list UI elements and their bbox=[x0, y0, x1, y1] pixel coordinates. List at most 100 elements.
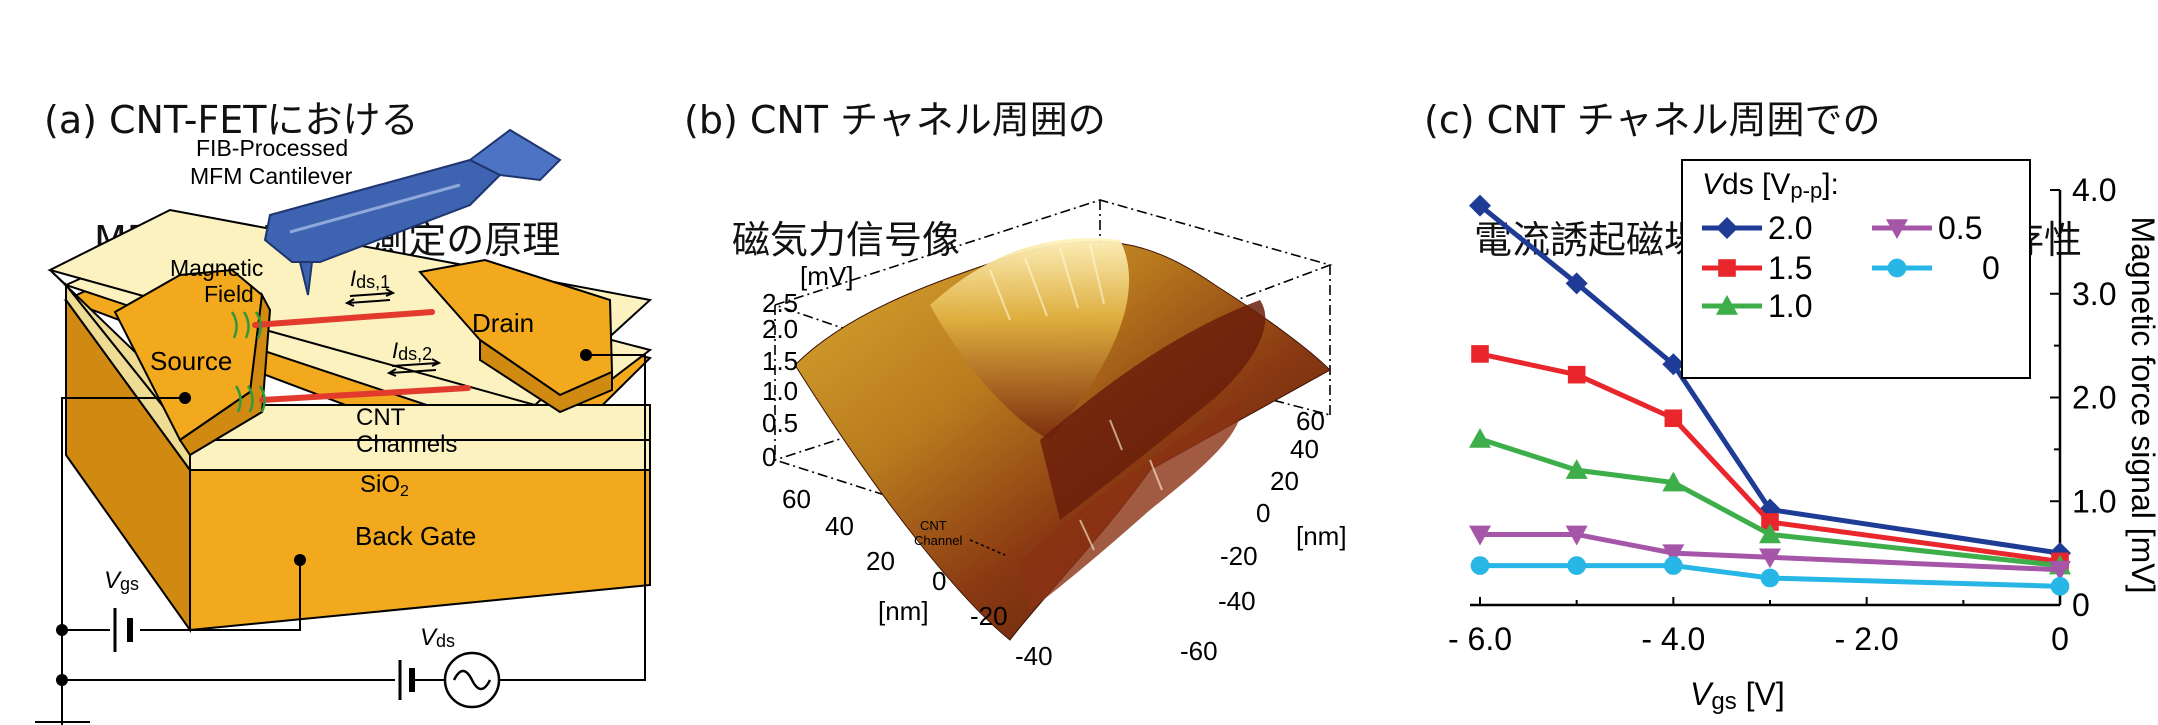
x-tick-label: 40 bbox=[825, 511, 854, 541]
y-tick-label: 4.0 bbox=[2072, 172, 2116, 208]
back-gate-label: Back Gate bbox=[355, 521, 476, 551]
data-point-marker bbox=[1662, 544, 1685, 565]
legend-entry: 0.5 bbox=[1872, 210, 1982, 246]
legend-entry: 1.0 bbox=[1702, 288, 1812, 324]
vgs-battery-symbol bbox=[113, 608, 133, 652]
cnt-channel-pointer bbox=[969, 539, 1006, 556]
circuit-wires bbox=[35, 354, 646, 725]
ids2-label: Ids,2 bbox=[392, 338, 432, 364]
cnt-channel-1 bbox=[252, 309, 435, 328]
data-point-marker bbox=[1469, 428, 1491, 448]
data-point-marker bbox=[1565, 525, 1588, 546]
data-point-marker bbox=[1887, 258, 1907, 278]
legend-label: 1.0 bbox=[1768, 288, 1812, 324]
x-ticks: - 6.0 - 4.0 - 2.0 0 bbox=[1448, 597, 2069, 657]
z-axis-unit: [mV] bbox=[800, 261, 853, 291]
y-tick-label: -20 bbox=[1220, 541, 1258, 571]
current-arrows-2 bbox=[386, 358, 442, 377]
y-tick-label: 3.0 bbox=[2072, 276, 2116, 312]
data-point-marker bbox=[1759, 548, 1781, 569]
legend-entry: 0 bbox=[1872, 250, 2000, 286]
magnetic-field-label-line2: Field bbox=[204, 281, 254, 307]
y-tick-label: -60 bbox=[1180, 636, 1218, 666]
panel-a-title-line1: (a) CNT-FETにおける bbox=[44, 98, 419, 142]
ac-source-icon bbox=[443, 651, 501, 709]
x-tick-label: 20 bbox=[866, 546, 895, 576]
data-point-marker bbox=[1886, 219, 1908, 239]
data-point-marker bbox=[1664, 409, 1683, 428]
y-tick-label: 60 bbox=[1296, 406, 1325, 436]
magnetic-field-arcs-1 bbox=[230, 311, 262, 339]
cnt-channel-label-line2: Channel bbox=[914, 533, 963, 548]
cantilever-label-line2: MFM Cantilever bbox=[190, 163, 353, 189]
data-point-marker bbox=[2050, 576, 2070, 596]
vds-battery-symbol bbox=[398, 660, 445, 700]
legend-entry: 2.0 bbox=[1702, 210, 1812, 246]
panel-b-3d-map: (b) CNT チャネル周囲の 磁気力信号像 bbox=[680, 0, 1420, 725]
legend-label: 1.5 bbox=[1768, 250, 1812, 286]
x-tick-label: - 4.0 bbox=[1641, 621, 1705, 657]
legend-label: 0.5 bbox=[1938, 210, 1982, 246]
series-0 bbox=[1470, 556, 2070, 596]
panel-b-title: (b) CNT チャネル周囲の 磁気力信号像 bbox=[684, 20, 1106, 340]
junction-dot-1 bbox=[56, 624, 68, 636]
legend-label: 0 bbox=[1982, 250, 2000, 286]
x-tick-label: - 2.0 bbox=[1835, 621, 1899, 657]
z-tick-label: 0.5 bbox=[762, 408, 798, 438]
legend-label: 2.0 bbox=[1768, 210, 1812, 246]
data-point-marker bbox=[1761, 513, 1779, 531]
cnt-channel-label-line1: CNT bbox=[920, 518, 947, 533]
data-point-marker bbox=[1718, 259, 1736, 277]
data-point-marker bbox=[1471, 345, 1489, 363]
bias-dependence-chart: - 6.0 - 4.0 - 2.0 0 0 1.0 2.0 3.0 4.0 Vgs [V] M… bbox=[1448, 159, 2158, 715]
data-point-marker bbox=[1716, 295, 1738, 315]
junction-dot-2 bbox=[56, 674, 68, 686]
surface-ridge-2 bbox=[1040, 300, 1266, 520]
surface-highlights bbox=[989, 243, 1163, 551]
z-tick-label: 1.0 bbox=[762, 376, 798, 406]
source-label: Source bbox=[150, 346, 232, 376]
legend: Vds [Vp-p]: 2.0 1.51.0 0.50 bbox=[1681, 159, 2031, 379]
cantilever-label-line1: FIB-Processed bbox=[196, 135, 348, 161]
current-arrows-1 bbox=[344, 288, 396, 307]
vgs-label: Vgs bbox=[104, 567, 139, 594]
panel-c-line-chart: (c) CNT チャネル周囲での 電流誘起磁場信号のバイアス依存性 - 6.0-… bbox=[1420, 0, 2158, 725]
data-point-marker bbox=[1565, 459, 1588, 479]
cnt-channels-label-line1: CNT bbox=[356, 404, 406, 431]
sio2-label: SiO2 bbox=[360, 471, 409, 500]
data-point-marker bbox=[1469, 194, 1491, 217]
surface-ridge-3 bbox=[1020, 400, 1242, 610]
y-ticks: 0 1.0 2.0 3.0 4.0 bbox=[2050, 172, 2116, 623]
panel-b-title-line2: 磁気力信号像 bbox=[732, 218, 961, 262]
y-tick-label: 2.0 bbox=[2072, 380, 2116, 416]
drain-pad-side bbox=[479, 338, 613, 414]
x-tick-label: - 6.0 bbox=[1448, 621, 1512, 657]
cnt-channels-label-line2: Channels bbox=[356, 431, 457, 458]
data-point-marker bbox=[1469, 525, 1491, 546]
surface-ridge-main bbox=[930, 238, 1130, 440]
z-tick-label: 1.5 bbox=[762, 346, 798, 376]
data-point-marker bbox=[2049, 560, 2071, 581]
cnt-channel-2 bbox=[259, 385, 471, 403]
y-tick-label: 20 bbox=[1270, 466, 1299, 496]
data-point-marker bbox=[1759, 523, 1781, 544]
panel-a-schematic: (a) CNT-FETにおける MFMによる電流測定の原理 bbox=[0, 0, 700, 725]
x-tick-label: -20 bbox=[970, 601, 1008, 631]
x-axis-unit: [nm] bbox=[878, 596, 929, 626]
mfm-cantilever bbox=[263, 128, 562, 296]
magnetic-field-label-line1: Magnetic bbox=[170, 255, 263, 281]
z-tick-label: 2.5 bbox=[762, 288, 798, 318]
y-tick-label: 1.0 bbox=[2072, 483, 2116, 519]
magnetic-force-surface-plot: [mV] 2.5 2.0 1.5 1.0 0.5 0 60 40 20 0 -2… bbox=[762, 199, 1347, 671]
x-tick-label: 0 bbox=[2051, 621, 2069, 657]
legend-entry: 1.5 bbox=[1702, 250, 1812, 286]
data-point-marker bbox=[1663, 556, 1683, 575]
x-tick-label: 60 bbox=[782, 484, 811, 514]
y-tick-label: 0 bbox=[2072, 587, 2090, 623]
data-point-marker bbox=[1567, 365, 1586, 384]
legend-title: Vds [Vp-p]: bbox=[1702, 168, 1839, 203]
data-point-marker bbox=[1662, 353, 1685, 376]
vds-label: Vds bbox=[420, 624, 455, 651]
y-tick-label: 0 bbox=[1256, 498, 1270, 528]
magnetic-field-arcs-2 bbox=[234, 385, 266, 413]
